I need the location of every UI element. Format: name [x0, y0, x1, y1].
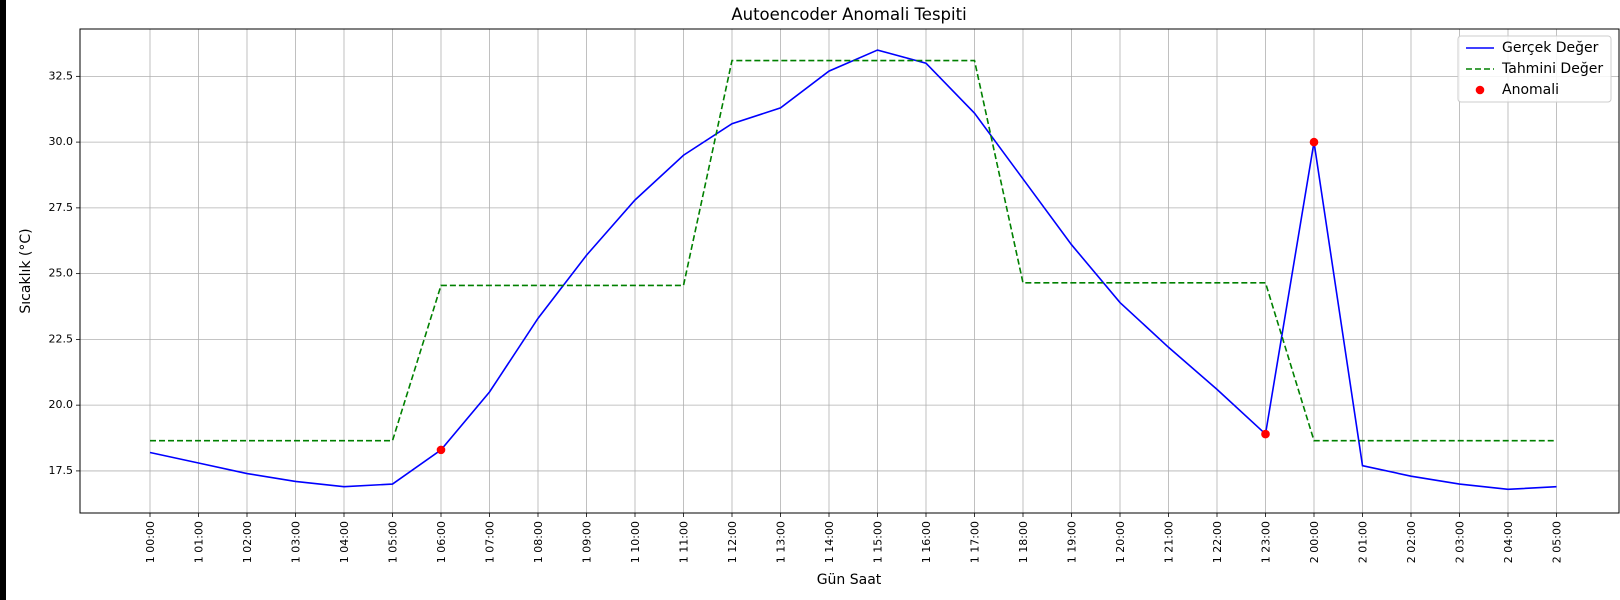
x-tick-label: 2 03:00 [1454, 521, 1467, 563]
anomaly-point [1261, 429, 1270, 439]
x-tick-label: 2 01:00 [1357, 521, 1370, 563]
plot-frame [79, 28, 1620, 514]
x-axis-title: Gün Saat [817, 572, 882, 588]
x-tick-label: 1 01:00 [193, 521, 206, 563]
anomaly-point [436, 445, 446, 455]
x-tick-label: 1 15:00 [872, 521, 885, 563]
grid-layer [80, 29, 1619, 513]
series-layer [149, 49, 1557, 491]
x-tick-label: 1 17:00 [969, 521, 982, 563]
y-axis-title: Sıcaklık (°C) [18, 228, 34, 313]
x-tick-label: 1 08:00 [532, 521, 545, 563]
left-edge-strip [0, 0, 6, 600]
y-tick-label: 17.5 [49, 464, 74, 477]
y-tick-label: 22.5 [49, 332, 74, 345]
y-tick-label: 20.0 [49, 398, 74, 411]
legend-marker-swatch [1475, 85, 1485, 95]
tick-layer: 1 00:00 1 01:00 1 02:00 1 03:00 1 04:00 1 05:… [49, 69, 1564, 563]
y-tick-label: 32.5 [49, 69, 74, 82]
x-tick-label: 1 02:00 [241, 521, 254, 563]
x-tick-label: 2 05:00 [1551, 521, 1564, 563]
x-tick-label: 1 12:00 [726, 521, 739, 563]
x-tick-label: 1 10:00 [629, 521, 642, 563]
anomaly-point [1309, 137, 1319, 147]
x-tick-label: 1 14:00 [823, 521, 836, 563]
x-tick-label: 1 05:00 [387, 521, 400, 563]
x-tick-label: 1 07:00 [484, 521, 497, 563]
x-tick-label: 1 21:00 [1163, 521, 1176, 563]
x-tick-label: 1 22:00 [1211, 521, 1224, 563]
x-tick-label: 1 18:00 [1017, 521, 1030, 563]
x-tick-label: 2 04:00 [1502, 521, 1515, 563]
chart-title: Autoencoder Anomali Tespiti [731, 5, 966, 24]
legend-label: Gerçek Değer [1502, 40, 1599, 56]
x-tick-label: 2 02:00 [1405, 521, 1418, 563]
x-tick-label: 1 23:00 [1260, 521, 1273, 563]
x-tick-label: 1 20:00 [1114, 521, 1127, 563]
x-tick-label: 1 16:00 [920, 521, 933, 563]
legend-label: Tahmini Değer [1501, 61, 1603, 77]
legend-label: Anomali [1502, 82, 1559, 98]
y-tick-label: 25.0 [49, 267, 74, 280]
legend-box [1457, 35, 1612, 103]
x-tick-label: 1 11:00 [678, 521, 691, 563]
y-tick-label: 27.5 [49, 201, 74, 214]
legend: Gerçek Değer Tahmini Değer Anomali [1457, 35, 1612, 103]
y-tick-label: 30.0 [49, 135, 74, 148]
x-tick-label: 1 00:00 [144, 521, 157, 563]
x-tick-label: 1 06:00 [435, 521, 448, 563]
series-line-actual [149, 49, 1557, 491]
x-tick-label: 1 03:00 [290, 521, 303, 563]
x-tick-label: 1 13:00 [775, 521, 788, 563]
x-tick-label: 1 19:00 [1066, 521, 1079, 563]
series-line-predicted [150, 59, 1557, 442]
x-tick-label: 1 04:00 [338, 521, 351, 563]
x-tick-label: 2 00:00 [1308, 521, 1321, 563]
x-tick-label: 1 09:00 [581, 521, 594, 563]
